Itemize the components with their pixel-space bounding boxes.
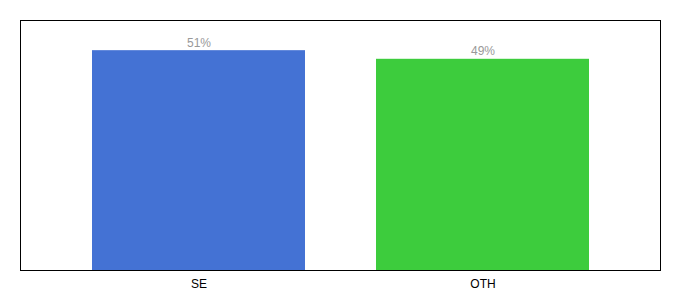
svg-text:51%: 51% (187, 36, 211, 50)
svg-text:49%: 49% (471, 44, 495, 58)
svg-text:OTH: OTH (470, 277, 495, 291)
svg-text:SE: SE (191, 277, 207, 291)
